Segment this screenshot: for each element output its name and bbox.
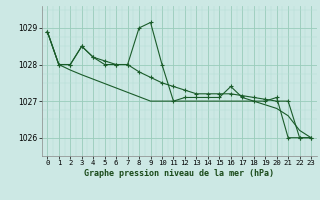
X-axis label: Graphe pression niveau de la mer (hPa): Graphe pression niveau de la mer (hPa) xyxy=(84,169,274,178)
